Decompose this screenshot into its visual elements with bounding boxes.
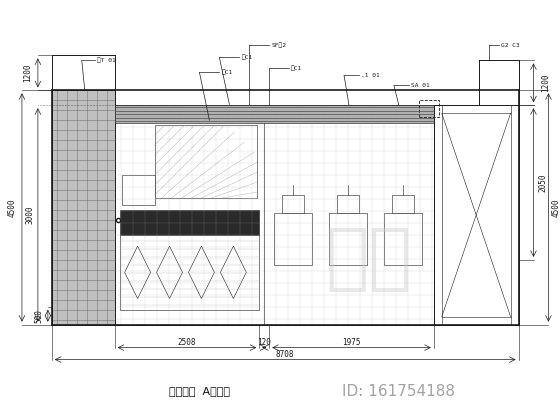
Text: 2050: 2050 [538,173,547,192]
Bar [115,105,434,325]
Text: 庄C1: 庄C1 [291,66,302,71]
Bar [329,213,367,265]
Bar [115,105,434,123]
Bar [115,105,434,325]
Bar [120,210,259,235]
Bar [52,90,115,325]
Bar [434,105,519,325]
Text: .1 01: .1 01 [361,73,380,78]
Text: 正C1: 正C1 [241,55,253,60]
Bar [155,125,257,198]
Bar [337,195,359,213]
Text: 120: 120 [258,338,271,347]
Bar [392,195,414,213]
Text: 知本: 知本 [325,226,412,294]
Text: SF以2: SF以2 [271,43,286,48]
Text: 丝T 01: 丝T 01 [97,58,115,63]
Text: 1200: 1200 [24,64,32,82]
Bar [274,213,312,265]
Text: ID: 161754188: ID: 161754188 [342,384,455,399]
Text: 1975: 1975 [342,338,361,347]
Text: 500: 500 [35,309,44,323]
Text: 4500: 4500 [552,198,560,217]
Bar [120,235,259,310]
Text: 1200: 1200 [541,74,550,92]
Text: G2 C3: G2 C3 [501,43,519,48]
Bar [419,100,439,117]
Text: 8708: 8708 [276,350,295,359]
Text: 棋C1: 棋C1 [221,70,232,75]
Bar [282,195,304,213]
Bar [52,90,115,325]
Text: 4500: 4500 [7,198,16,217]
Text: 男卫生间  A立面图: 男卫生间 A立面图 [169,386,230,396]
Bar [122,175,155,205]
Text: 2508: 2508 [178,338,196,347]
Bar [384,213,422,265]
Text: 3000: 3000 [25,206,34,224]
Text: SA 01: SA 01 [411,83,430,88]
